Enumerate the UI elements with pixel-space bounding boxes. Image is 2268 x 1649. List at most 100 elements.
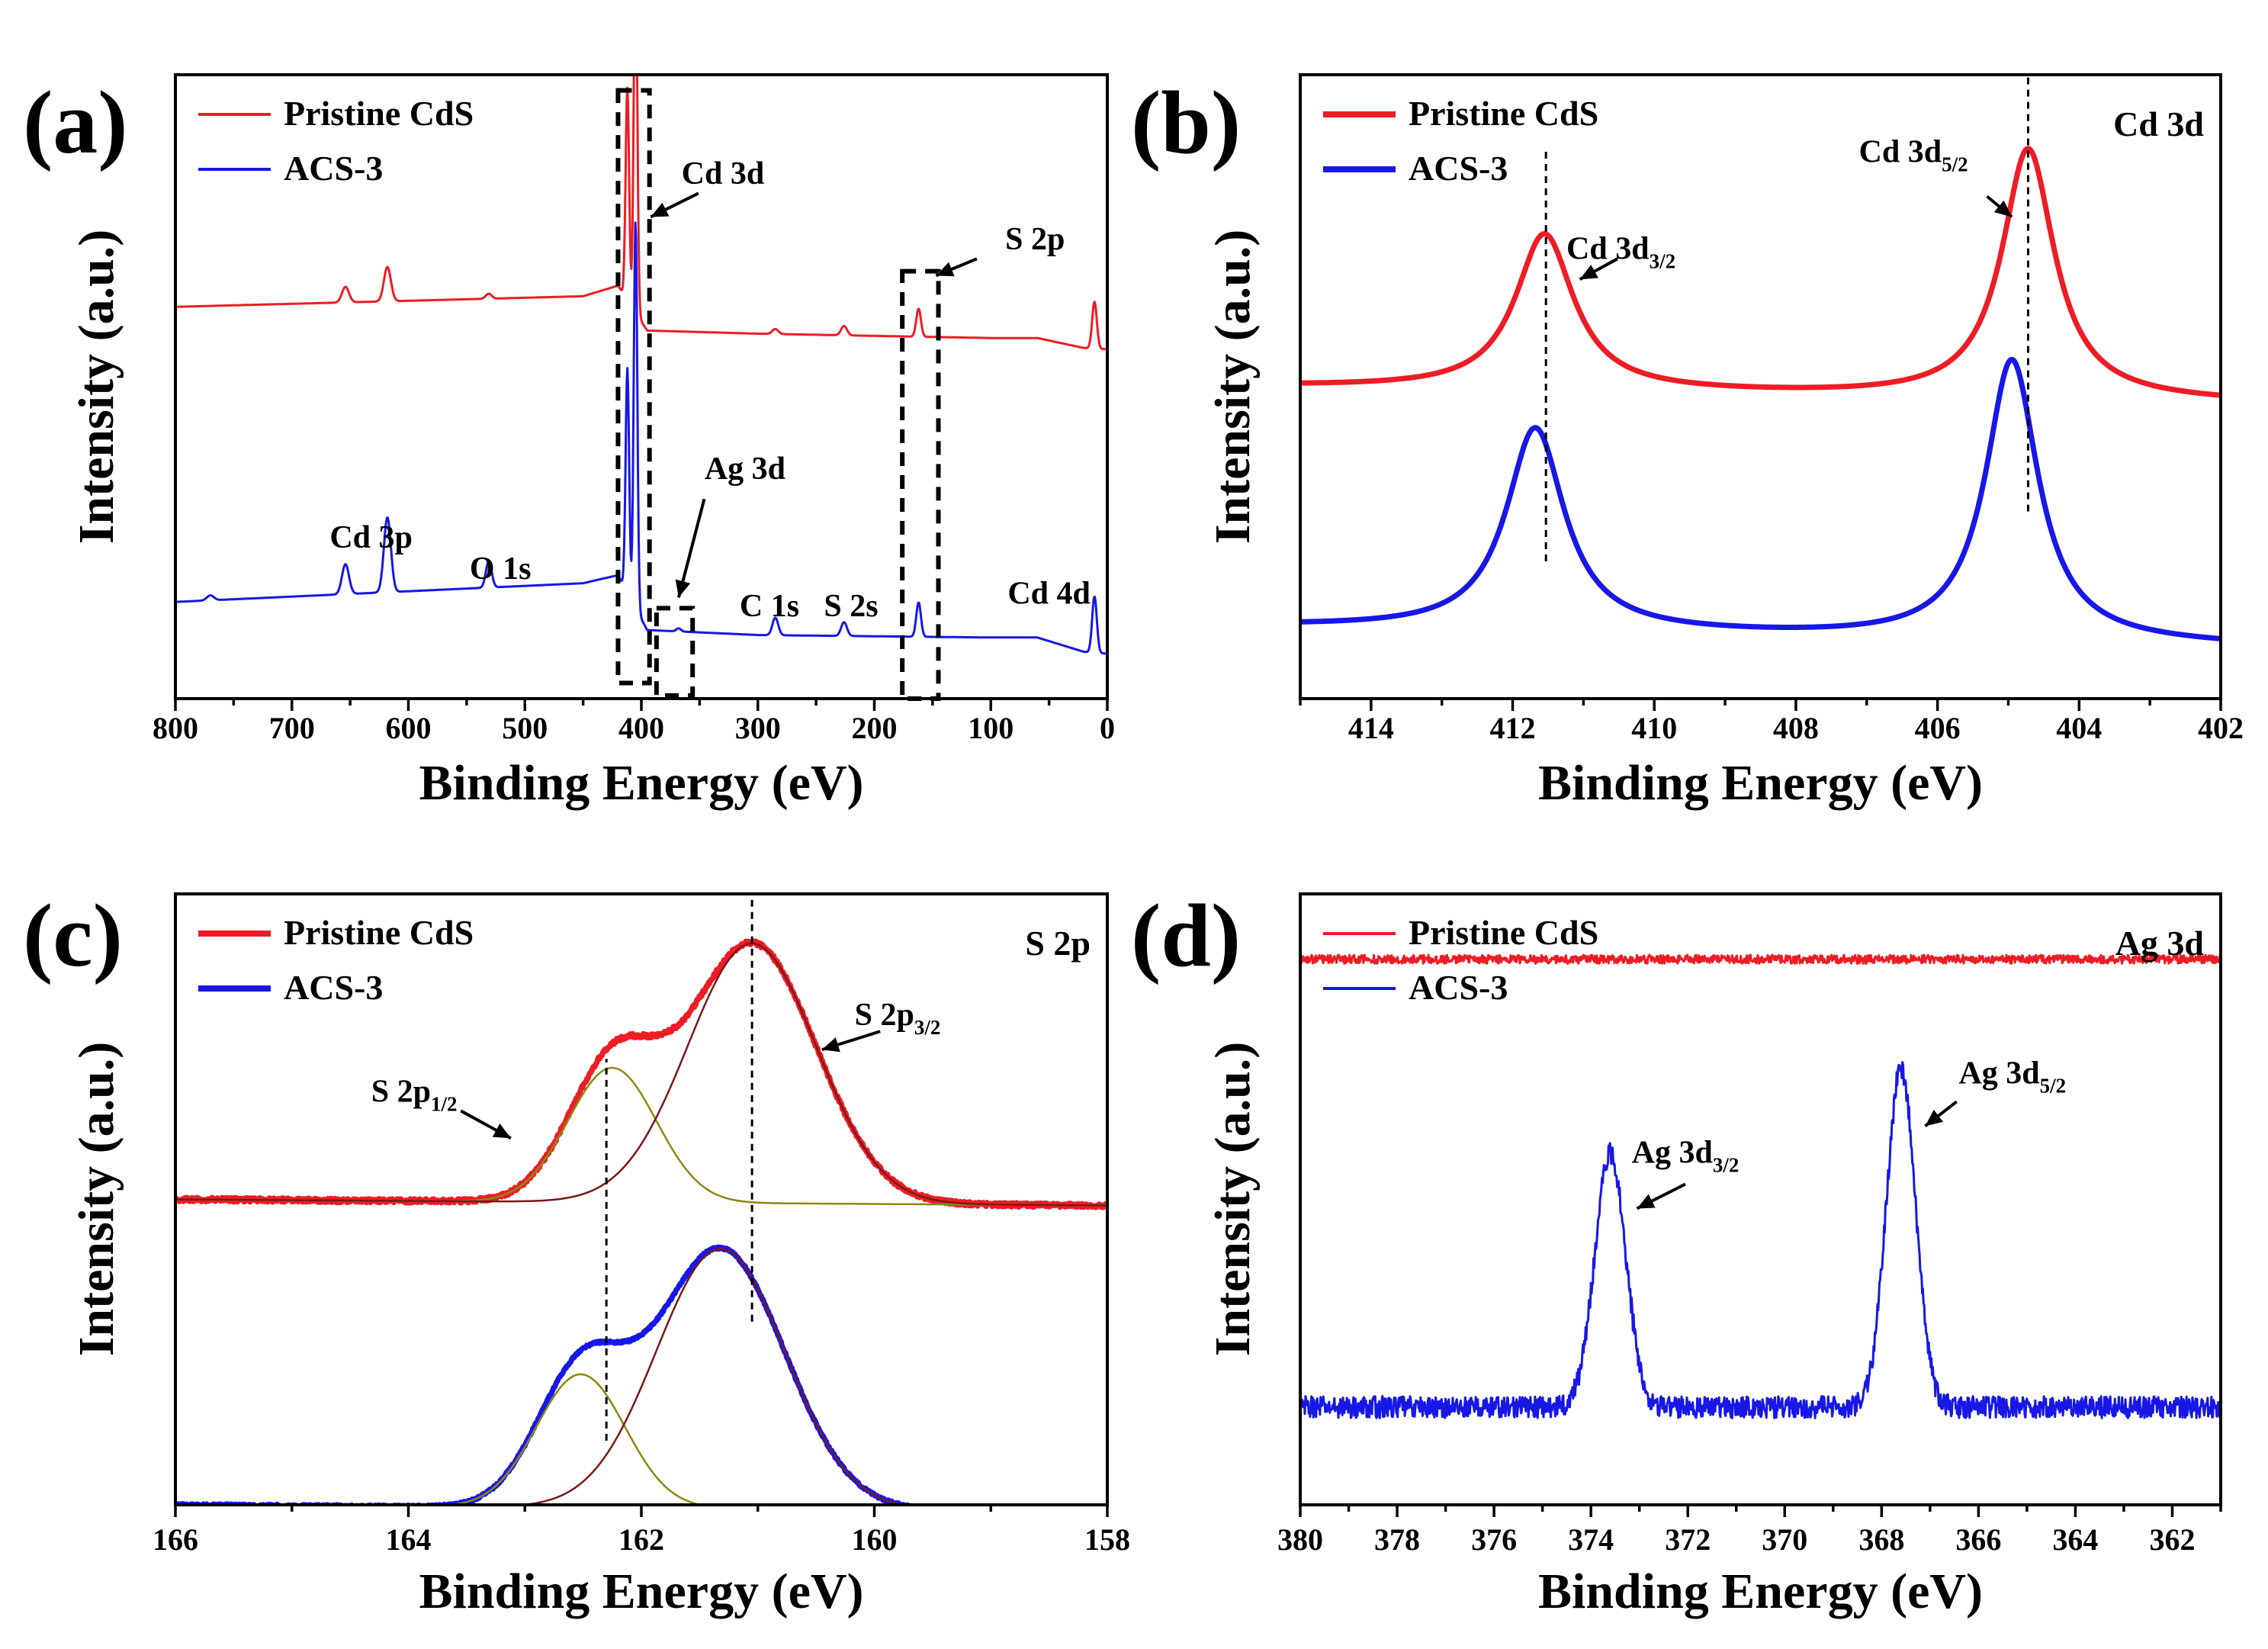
x-axis-title: Binding Energy (eV) (419, 755, 863, 811)
corner-label: Ag 3d (2115, 924, 2205, 963)
x-tick-label: 700 (269, 711, 315, 745)
peak-annotation: Cd 3d5/2 (1859, 135, 1968, 176)
highlight-box-0 (615, 88, 652, 686)
series-line-acs-3 (175, 1244, 924, 1505)
legend-entry: ACS-3 (1409, 149, 1508, 188)
peak-annotation: S 2s (824, 589, 878, 624)
y-axis-title: Intensity (a.u.) (1205, 230, 1261, 545)
annotation-arrowhead-1 (1993, 200, 2013, 217)
x-tick-label: 0 (1100, 711, 1115, 745)
x-tick-label: 414 (1348, 711, 1394, 745)
axes-frame (1299, 73, 2222, 700)
x-tick-label: 164 (386, 1522, 432, 1557)
series-line-acs-3 (1300, 356, 2221, 641)
peak-annotation-subscript: 3/2 (1713, 1153, 1740, 1176)
x-tick-label: 406 (1915, 711, 1961, 745)
y-axis-title: Intensity (a.u.) (69, 1042, 124, 1357)
x-tick-label: 368 (1858, 1522, 1904, 1557)
panel-label: (a) (23, 72, 128, 172)
legend-entry: Pristine CdS (284, 94, 474, 133)
peak-annotation-text: S 2p (1005, 222, 1065, 257)
legend-entry: Pristine CdS (1409, 913, 1598, 952)
peak-annotation: Cd 3d (682, 156, 765, 191)
corner-label: Cd 3d (2113, 104, 2204, 143)
x-tick-label: 374 (1568, 1522, 1614, 1557)
peak-annotation-text: S 2p (855, 998, 914, 1033)
peak-annotation-subscript: 3/2 (914, 1016, 941, 1039)
x-tick-label: 200 (852, 711, 898, 745)
peak-annotation-text: O 1s (470, 551, 532, 587)
series-line-acs-3 (175, 221, 1107, 655)
x-tick-label: 166 (153, 1522, 198, 1557)
peak-annotation-subscript: 1/2 (431, 1092, 458, 1115)
peak-annotation: O 1s (470, 551, 532, 587)
peak-annotation: S 2p1/2 (371, 1074, 458, 1115)
peak-annotation: Ag 3d5/2 (1958, 1056, 2066, 1097)
panel-label: (d) (1131, 886, 1241, 985)
legend-entry: ACS-3 (1409, 968, 1508, 1007)
annotation-arrow-2 (676, 498, 706, 598)
peak-annotation: S 2p (1005, 222, 1065, 257)
peak-annotation-text: Cd 3d (1859, 135, 1942, 170)
axes-frame (1299, 892, 2222, 1506)
x-tick-label: 400 (618, 711, 664, 745)
x-tick-label: 410 (1631, 711, 1677, 745)
x-tick-label: 500 (502, 711, 548, 745)
peak-annotation-text: Cd 4d (1007, 577, 1091, 612)
peak-annotation: Ag 3d (705, 452, 785, 487)
y-axis-title: Intensity (a.u.) (69, 230, 124, 545)
x-tick-label: 158 (1084, 1522, 1130, 1557)
x-tick-label: 376 (1471, 1522, 1517, 1557)
fit-component-1-0 (175, 1373, 706, 1505)
peak-annotation-subscript: 5/2 (1942, 153, 1968, 176)
peak-annotation-text: Ag 3d (705, 452, 785, 487)
x-tick-label: 364 (2052, 1522, 2098, 1557)
annotation-arrowhead-2 (675, 579, 691, 598)
plot-area (1300, 953, 2221, 1419)
legend-entry: ACS-3 (284, 968, 383, 1007)
x-tick-label: 600 (386, 711, 432, 745)
panel-label: (b) (1131, 72, 1241, 172)
x-tick-label: 412 (1490, 711, 1536, 745)
legend-entry: Pristine CdS (1409, 94, 1598, 133)
series-line-pristine-cds (175, 75, 1107, 351)
peak-annotation-text: Ag 3d (1958, 1056, 2039, 1091)
x-tick-label: 372 (1665, 1522, 1711, 1557)
legend-entry: ACS-3 (284, 149, 383, 188)
peak-annotation: Cd 4d (1007, 577, 1091, 612)
fit-component-1-1 (175, 1248, 907, 1505)
annotation-arrowhead-0 (1637, 1194, 1656, 1209)
legend-entry: Pristine CdS (284, 913, 474, 952)
plot-area (1300, 146, 2221, 641)
x-tick-label: 370 (1762, 1522, 1807, 1557)
plot-area (175, 938, 1107, 1505)
x-tick-label: 162 (618, 1522, 664, 1557)
series-line-acs-3 (1300, 1061, 2221, 1419)
peak-annotation-text: Cd 3d (682, 156, 765, 191)
x-tick-label: 404 (2056, 711, 2102, 745)
x-tick-label: 300 (735, 711, 781, 745)
annotation-arrowhead-1 (936, 262, 955, 277)
fit-component-0-1 (175, 942, 1107, 1207)
panel-label: (c) (23, 886, 123, 985)
corner-label: S 2p (1025, 924, 1091, 963)
x-tick-label: 380 (1277, 1522, 1323, 1557)
peak-annotation: Cd 3d3/2 (1566, 231, 1675, 272)
plot-area (175, 75, 1107, 655)
x-tick-label: 402 (2198, 711, 2244, 745)
x-tick-label: 366 (1955, 1522, 2001, 1557)
peak-annotation-subscript: 5/2 (2040, 1074, 2067, 1097)
peak-annotation-text: S 2p (371, 1074, 431, 1109)
peak-annotation-text: Cd 3p (329, 520, 413, 555)
annotation-arrowhead-1 (1925, 1109, 1944, 1127)
series-line-pristine-cds (1300, 953, 2221, 965)
peak-annotation-text: S 2s (824, 589, 878, 624)
x-tick-label: 408 (1773, 711, 1819, 745)
annotation-arrowhead-1 (821, 1037, 840, 1053)
x-tick-label: 160 (852, 1522, 898, 1557)
peak-annotation-subscript: 3/2 (1650, 249, 1676, 272)
